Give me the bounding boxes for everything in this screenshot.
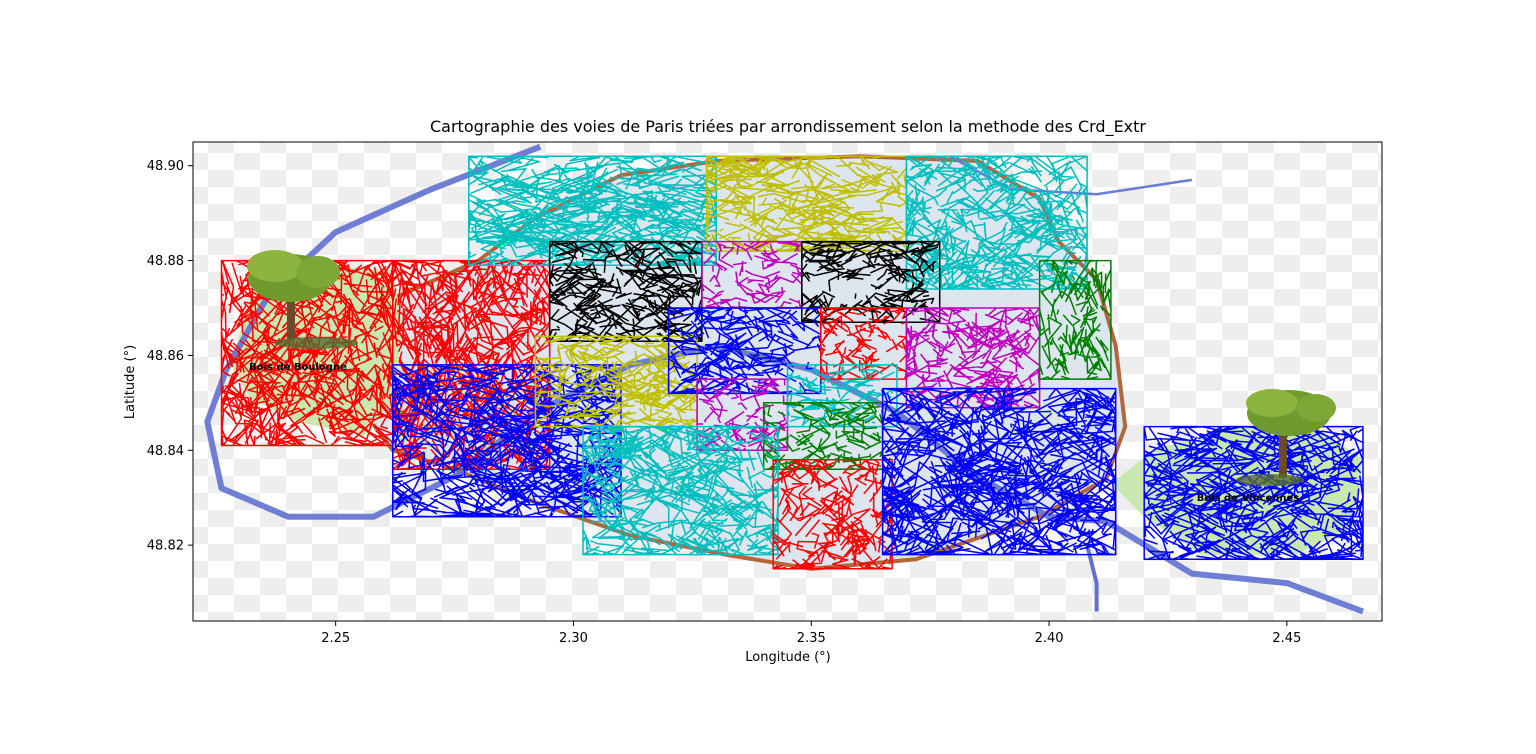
y-tick-label: 48.84 xyxy=(147,444,184,459)
river-line xyxy=(1085,544,1099,612)
street-network xyxy=(582,425,779,556)
y-tick-label: 48.82 xyxy=(147,539,184,554)
plot-frame xyxy=(192,141,1383,622)
street-network xyxy=(772,459,893,570)
arrondissement-streets-8 xyxy=(701,240,803,309)
map-label: Bois de Vincennes xyxy=(1197,493,1300,504)
x-axis: 2.25 2.30 2.35 2.40 2.45 xyxy=(321,621,1301,646)
y-tick-label: 48.88 xyxy=(147,254,184,269)
arrondissement-streets-13 xyxy=(905,307,1041,409)
street-network xyxy=(1038,259,1112,380)
arrondissement-streets-16 xyxy=(786,364,898,428)
y-tick-label: 48.90 xyxy=(147,159,184,174)
tree-icon xyxy=(1236,389,1336,486)
tree-icon xyxy=(247,250,358,349)
x-tick-label: 2.30 xyxy=(559,631,588,646)
street-network xyxy=(786,364,898,428)
street-network xyxy=(905,307,1041,409)
map-decorations: Bois de Boulogne Bois de Vincennes xyxy=(247,250,1336,504)
arrondissement-streets-19 xyxy=(772,459,893,570)
arrondissement-streets-1 xyxy=(220,259,394,447)
street-network xyxy=(548,240,703,342)
street-network xyxy=(820,307,908,380)
x-tick-label: 2.35 xyxy=(797,631,826,646)
street-network xyxy=(392,364,622,518)
street-network xyxy=(1143,425,1364,561)
arrondissement-streets-12 xyxy=(820,307,908,380)
arrondissement-streets-11 xyxy=(667,307,822,395)
street-network xyxy=(220,259,394,447)
street-network xyxy=(881,387,1117,556)
y-axis-label: Latitude (°) xyxy=(123,345,138,419)
x-axis-label: Longitude (°) xyxy=(745,650,830,665)
arrondissement-streets-3 xyxy=(392,364,622,518)
arrondissement-streets-21 xyxy=(1143,425,1364,561)
y-tick-label: 48.86 xyxy=(147,349,184,364)
map-label: Bois de Boulogne xyxy=(249,362,347,373)
arrondissement-streets-14 xyxy=(1038,259,1112,380)
street-network xyxy=(468,155,717,267)
x-tick-label: 2.45 xyxy=(1272,631,1301,646)
y-axis: 48.82 48.84 48.86 48.88 48.90 xyxy=(147,159,193,554)
arrondissement-streets-18 xyxy=(582,425,779,556)
arrondissement-streets-4 xyxy=(468,155,717,267)
arrondissement-streets-10 xyxy=(534,335,698,428)
x-tick-label: 2.40 xyxy=(1035,631,1064,646)
street-lines xyxy=(220,155,1364,570)
street-network xyxy=(534,335,698,428)
street-network xyxy=(667,307,822,395)
arrondissement-streets-7 xyxy=(548,240,703,342)
street-network xyxy=(701,240,803,309)
arrondissement-streets-20 xyxy=(881,387,1117,556)
x-tick-label: 2.25 xyxy=(321,631,350,646)
chart-title: Cartographie des voies de Paris triées p… xyxy=(430,117,1146,137)
